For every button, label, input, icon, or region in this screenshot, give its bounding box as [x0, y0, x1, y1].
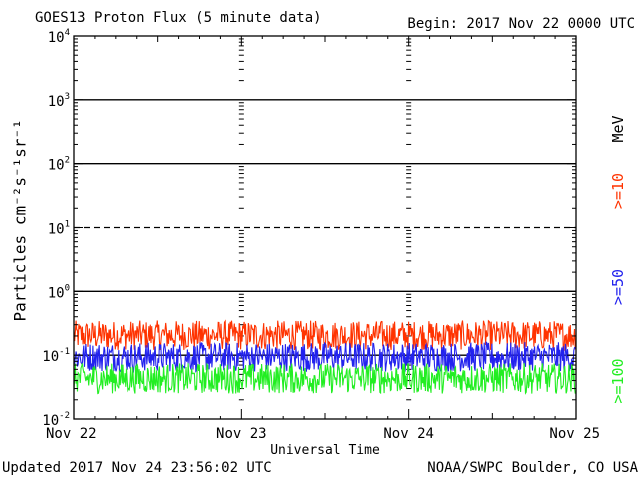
chart-title: GOES13 Proton Flux (5 minute data) [35, 10, 322, 26]
x-tick-label: Nov 23 [216, 426, 267, 442]
axis-layer: 10-2 10-1 100 101 102 103 104 Nov 22 Nov 23 Nov 2… [42, 28, 600, 458]
legend-unit: MeV [609, 115, 627, 143]
begin-time: Begin: 2017 Nov 22 0000 UTC [407, 16, 635, 32]
series-line-gte50 [73, 340, 577, 373]
y-tick-label: 103 [48, 92, 70, 110]
series-layer [73, 319, 577, 395]
x-tick-label: Nov 24 [383, 426, 434, 442]
x-tick-label: Nov 25 [549, 426, 600, 442]
footer-updated: Updated 2017 Nov 24 23:56:02 UTC [2, 460, 272, 476]
y-tick-label: 102 [48, 156, 70, 174]
y-tick-label: 104 [48, 28, 70, 46]
y-tick-label: 10-1 [42, 347, 70, 365]
legend-item-10mev: >=10 [609, 172, 627, 210]
legend-item-100mev: >=100 [609, 358, 627, 404]
y-tick-label: 101 [48, 220, 70, 238]
x-axis-label: Universal Time [270, 443, 380, 458]
series-line-gte100 [73, 362, 577, 395]
y-tick-label: 10-2 [42, 411, 70, 429]
legend-item-50mev: >=50 [609, 268, 627, 306]
y-tick-label: 100 [48, 283, 70, 301]
x-tick-label: Nov 22 [46, 426, 97, 442]
footer-credit: NOAA/SWPC Boulder, CO USA [427, 460, 638, 476]
y-axis-label: Particles cm⁻²s⁻¹sr⁻¹ [10, 119, 30, 322]
